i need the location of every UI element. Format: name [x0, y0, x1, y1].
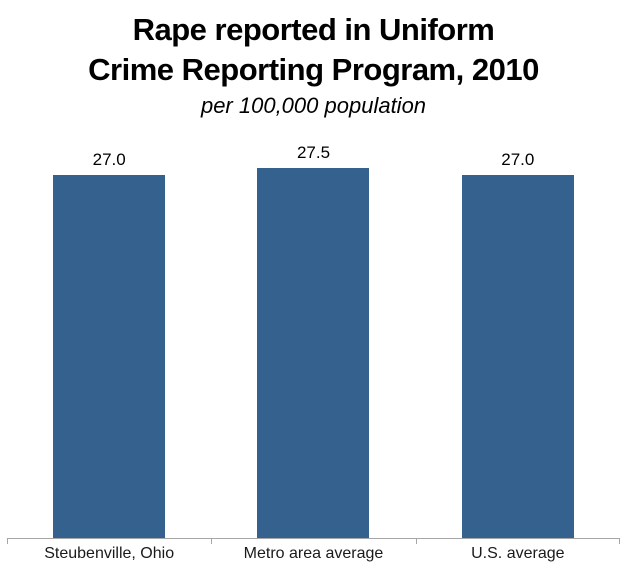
category-label-us-average: U.S. average: [471, 545, 565, 562]
x-axis-tick: [7, 538, 8, 544]
chart-title-line-2: Crime Reporting Program, 2010: [88, 52, 539, 87]
x-axis-tick: [619, 538, 620, 544]
x-axis-labels: Steubenville, Ohio Metro area average U.…: [7, 545, 620, 563]
bar-group-metro-area: 27.5: [211, 143, 415, 538]
bars-row: 27.0 27.5 27.0: [7, 143, 620, 538]
bar-value-label: 27.0: [92, 150, 126, 169]
x-axis-ticks: [7, 538, 620, 544]
chart-title-line-1: Rape reported in Uniform: [132, 12, 495, 47]
chart-subtitle: per 100,000 population: [200, 93, 427, 118]
x-axis-tick: [415, 538, 417, 544]
x-axis-tick: [211, 538, 213, 544]
category-label-steubenville: Steubenville, Ohio: [44, 545, 175, 562]
bar: [257, 168, 370, 538]
bar-group-us-average: 27.0: [416, 143, 620, 538]
bar: [53, 175, 166, 538]
bar-value-label: 27.0: [501, 150, 535, 169]
x-axis-line: [7, 538, 620, 539]
bar-value-label: 27.5: [296, 143, 331, 162]
chart-header: Rape reported in Uniform Crime Reporting…: [0, 10, 627, 120]
bar: [461, 175, 574, 538]
category-label-metro-area: Metro area average: [243, 545, 384, 562]
bar-group-steubenville: 27.0: [7, 143, 211, 538]
